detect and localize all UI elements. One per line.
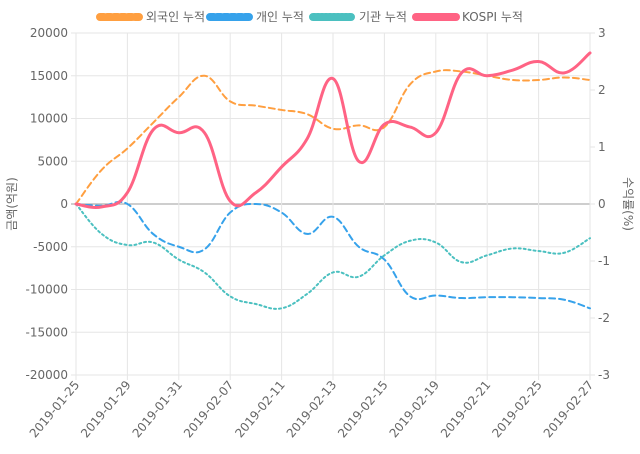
x-tick-label: 2019-02-15 [335,378,391,440]
x-tick-label: 2019-02-07 [181,378,237,440]
grid-lines [71,32,595,380]
x-tick-label: 2019-02-11 [232,378,288,440]
legend-label: KOSPI 누적 [462,10,523,24]
series-line-0 [75,69,591,205]
y-left-tick-label: 20000 [30,26,68,40]
y-axis-right-label: 수익률(%) [621,177,635,231]
legend-item-1[interactable]: 개인 누적 [206,10,304,24]
legend[interactable]: 외국인 누적 개인 누적 기관 누적 KOSPI 누적 [96,10,523,24]
y-left-tick-label: 5000 [37,154,68,168]
x-tick-label: 2019-02-13 [284,378,340,440]
x-tick-label: 2019-02-27 [541,378,597,440]
y-right-tick-label: -1 [598,254,610,268]
series-line-3 [74,51,592,209]
axes: -20000-15000-10000-500005000100001500020… [25,26,609,440]
y-right-tick-label: 2 [598,83,606,97]
series-line-1 [75,200,591,310]
y-left-tick-label: -15000 [25,325,68,339]
legend-item-0[interactable]: 외국인 누적 [96,10,205,24]
series-lines [74,51,592,310]
legend-item-2[interactable]: 기관 누적 [309,10,407,24]
y-right-tick-label: 0 [598,197,606,211]
y-right-tick-label: -3 [598,368,610,382]
x-tick-label: 2019-02-25 [489,378,545,440]
y-left-tick-label: -10000 [25,283,68,297]
y-axis-left-label: 금액(억원) [5,177,19,231]
legend-item-3[interactable]: KOSPI 누적 [412,10,523,24]
y-right-tick-label: 1 [598,140,606,154]
legend-label: 기관 누적 [359,10,407,24]
x-tick-label: 2019-01-29 [78,378,134,440]
legend-label: 외국인 누적 [146,10,205,24]
x-tick-label: 2019-01-25 [27,378,83,440]
y-left-tick-label: -20000 [25,368,68,382]
y-left-tick-label: -5000 [33,240,68,254]
legend-label: 개인 누적 [256,10,304,24]
y-left-tick-label: 10000 [30,112,68,126]
y-right-tick-label: -2 [598,311,610,325]
x-tick-label: 2019-01-31 [130,378,186,440]
x-tick-label: 2019-02-19 [387,378,443,440]
y-left-tick-label: 0 [60,197,68,211]
y-right-tick-label: 3 [598,26,606,40]
x-tick-label: 2019-02-21 [438,378,494,440]
y-left-tick-label: 15000 [30,69,68,83]
series-line-2 [75,203,591,310]
